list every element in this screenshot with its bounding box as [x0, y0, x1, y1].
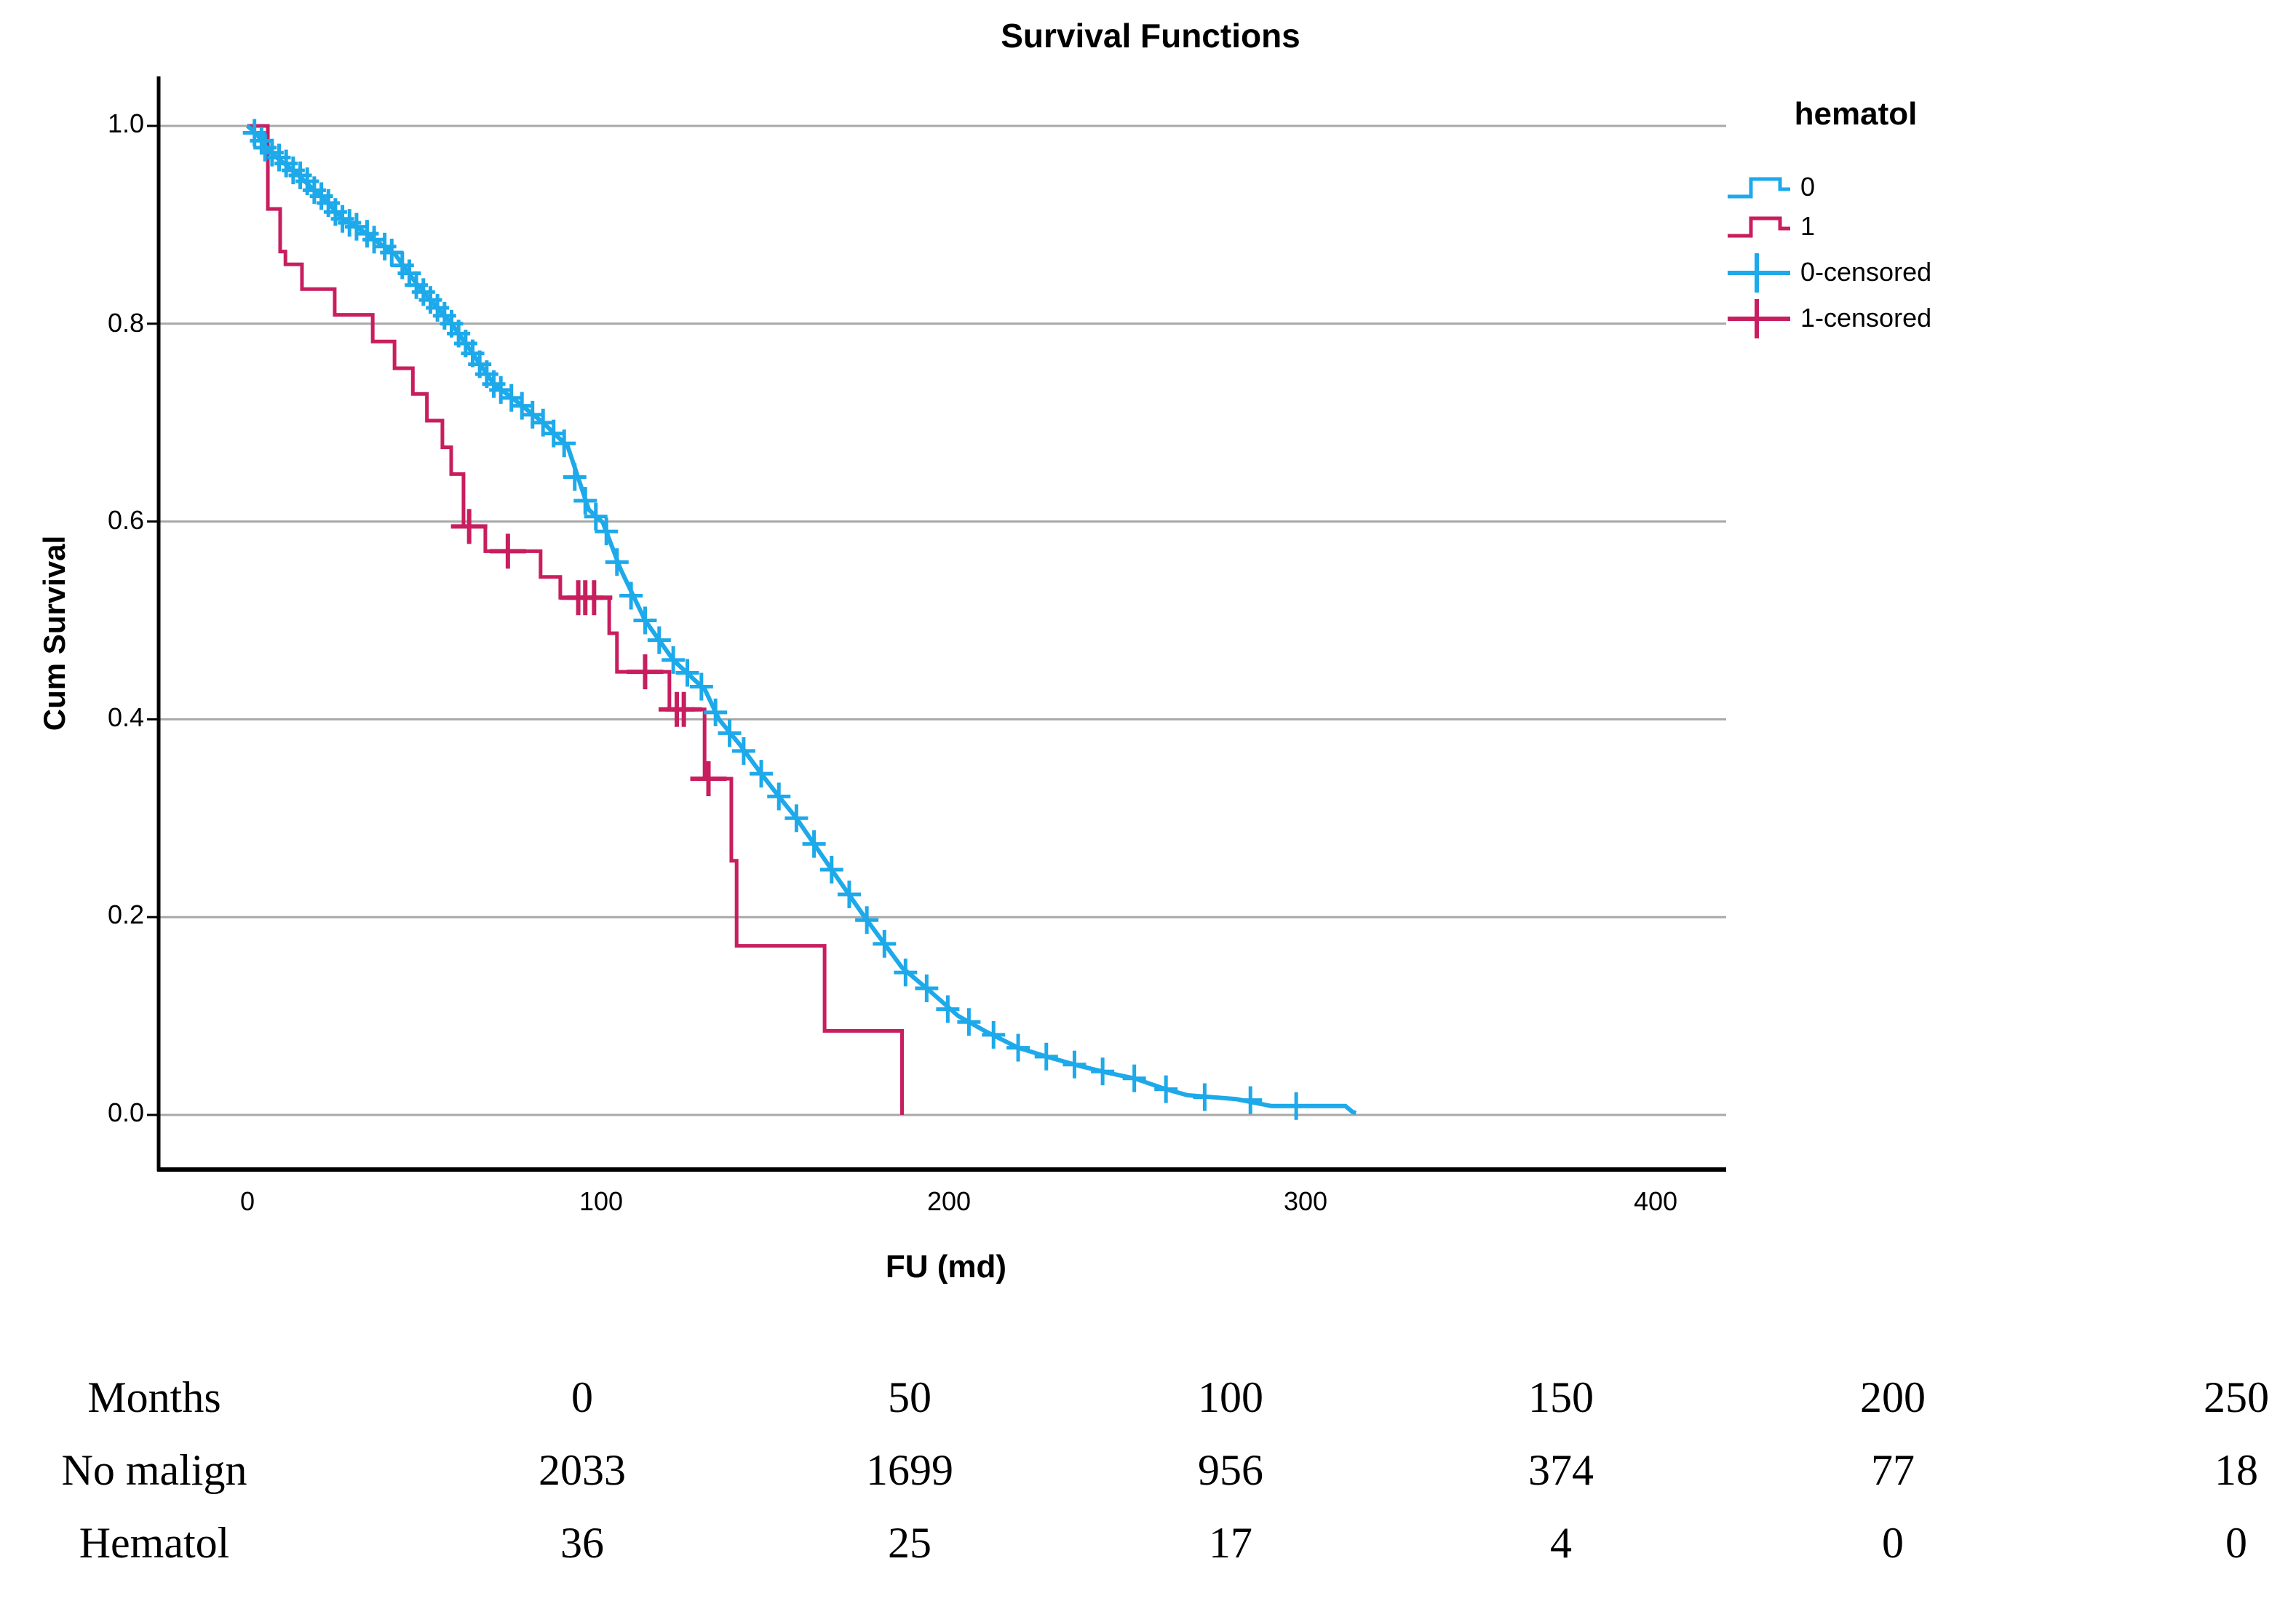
risk-cell: 4 — [1550, 1519, 1572, 1567]
risk-row-label: Hematol — [79, 1519, 230, 1567]
legend-label-1: 1 — [1800, 211, 1816, 241]
risk-cell: 100 — [1198, 1373, 1263, 1421]
y-tick-0.2: 0.2 — [107, 900, 144, 929]
x-tick-400: 400 — [1633, 1186, 1678, 1216]
page-title: Survival Functions — [1001, 17, 1300, 55]
y-tick-0.6: 0.6 — [107, 505, 144, 535]
risk-cell: 18 — [2214, 1446, 2258, 1494]
risk-cell: 0 — [1882, 1519, 1904, 1567]
legend-glyphs — [1728, 177, 1790, 338]
risk-cell: 0 — [571, 1373, 593, 1421]
legend-label-1-censored: 1-censored — [1800, 303, 1932, 333]
risk-cell: 50 — [888, 1373, 931, 1421]
risk-row-label: No malign — [61, 1446, 247, 1494]
risk-cell: 200 — [1860, 1373, 1926, 1421]
axes — [147, 76, 1726, 1172]
x-tick-100: 100 — [579, 1186, 624, 1216]
x-tick-300: 300 — [1283, 1186, 1328, 1216]
y-tick-1.0: 1.0 — [107, 108, 144, 138]
risk-cell: 25 — [888, 1519, 931, 1567]
legend-step-glyph-1 — [1728, 216, 1790, 238]
x-axis-label: FU (md) — [885, 1249, 1007, 1285]
risk-cell: 36 — [560, 1519, 604, 1567]
x-tick-200: 200 — [926, 1186, 972, 1216]
y-tick-0.4: 0.4 — [107, 702, 144, 732]
y-tick-0.0: 0.0 — [107, 1097, 144, 1127]
survival-curve-1 — [247, 124, 904, 1115]
risk-cell: 250 — [2204, 1373, 2269, 1421]
survival-curves — [242, 119, 1357, 1120]
legend-title: hematol — [1794, 96, 1918, 132]
risk-cell: 17 — [1209, 1519, 1252, 1567]
legend-label-0: 0 — [1800, 172, 1816, 202]
risk-cell: 2033 — [539, 1446, 626, 1494]
risk-cell: 77 — [1871, 1446, 1915, 1494]
y-axis-label: Cum Survival — [37, 535, 71, 731]
risk-cell: 0 — [2225, 1519, 2247, 1567]
gridlines — [159, 124, 1726, 1116]
risk-cell: 956 — [1198, 1446, 1263, 1494]
legend-step-glyph-0 — [1728, 177, 1790, 199]
y-tick-0.8: 0.8 — [107, 308, 144, 338]
risk-cell: 1699 — [866, 1446, 953, 1494]
risk-cell: 150 — [1528, 1373, 1594, 1421]
legend-label-0-censored: 0-censored — [1800, 257, 1932, 287]
risk-cell: 374 — [1528, 1446, 1594, 1494]
x-tick-0: 0 — [239, 1186, 255, 1216]
risk-row-label: Months — [87, 1373, 221, 1421]
